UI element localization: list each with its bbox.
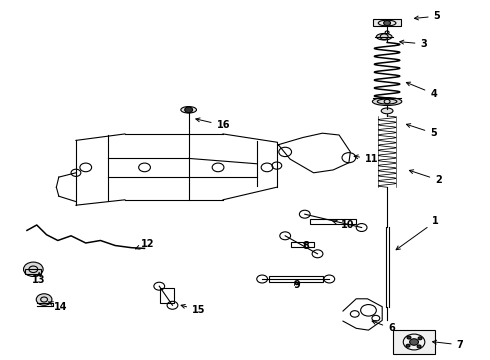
Circle shape: [407, 336, 411, 339]
Bar: [160, 288, 174, 303]
Circle shape: [406, 344, 410, 347]
Ellipse shape: [181, 107, 196, 113]
Text: 4: 4: [406, 82, 437, 99]
Text: 13: 13: [32, 272, 46, 285]
Text: 8: 8: [303, 240, 310, 251]
Circle shape: [417, 345, 421, 348]
Text: 16: 16: [196, 118, 230, 130]
Bar: [310, 219, 356, 224]
Bar: [373, 19, 401, 26]
Bar: [269, 276, 323, 282]
Circle shape: [410, 339, 418, 345]
Text: 15: 15: [181, 305, 206, 315]
Text: 7: 7: [433, 340, 464, 350]
Text: 9: 9: [293, 280, 300, 290]
Text: 10: 10: [333, 220, 354, 230]
Circle shape: [36, 294, 52, 305]
Circle shape: [185, 107, 193, 113]
Bar: [291, 242, 314, 247]
Text: 6: 6: [372, 321, 395, 333]
Text: 1: 1: [396, 216, 439, 250]
Circle shape: [384, 21, 391, 26]
Text: 14: 14: [49, 302, 68, 312]
Text: 5: 5: [415, 11, 441, 21]
Text: 3: 3: [400, 39, 427, 49]
Text: 2: 2: [409, 170, 442, 185]
Text: 12: 12: [136, 239, 155, 249]
Ellipse shape: [376, 33, 392, 40]
Bar: [393, 330, 435, 354]
Bar: [25, 269, 41, 274]
Circle shape: [418, 337, 422, 340]
Text: 11: 11: [354, 154, 379, 164]
Ellipse shape: [381, 108, 393, 114]
Ellipse shape: [378, 20, 396, 26]
Circle shape: [24, 262, 43, 276]
Ellipse shape: [372, 98, 402, 105]
Text: 5: 5: [406, 124, 437, 138]
